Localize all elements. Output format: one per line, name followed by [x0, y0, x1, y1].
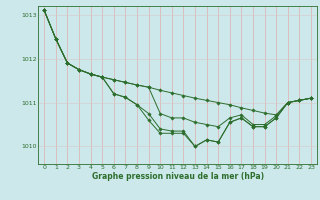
X-axis label: Graphe pression niveau de la mer (hPa): Graphe pression niveau de la mer (hPa) [92, 172, 264, 181]
